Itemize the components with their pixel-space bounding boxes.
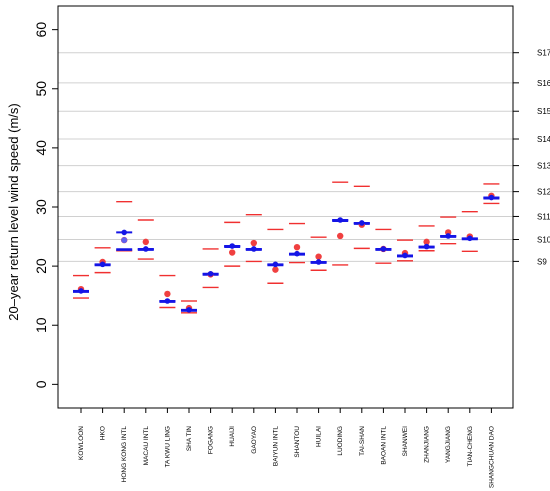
observed-point — [142, 238, 149, 246]
estimate-point — [99, 261, 106, 268]
observed-point — [337, 232, 344, 240]
observed-point — [423, 238, 430, 246]
estimate-point — [78, 288, 84, 294]
x-axis-tick-label: SHANWEI — [402, 426, 409, 457]
estimate-point — [445, 233, 452, 239]
y-axis-tick-label: 20 — [33, 258, 49, 274]
observed-point — [250, 239, 257, 247]
observed-point — [272, 266, 279, 273]
estimate-point — [315, 259, 322, 265]
right-axis-tick-label: S16 — [537, 79, 550, 88]
y-axis-tick-label: 0 — [33, 380, 49, 388]
estimate-point — [143, 246, 149, 252]
observed-point — [164, 290, 171, 298]
right-axis-tick-label: S17 — [537, 49, 550, 58]
marks-layer — [73, 181, 500, 314]
y-axis-tick-label: 10 — [33, 317, 49, 333]
x-axis-tick-label: HUAIJI — [229, 426, 236, 447]
x-axis-tick-label: HUILAI — [316, 426, 323, 447]
x-axis-tick-label: FOGANG — [208, 426, 215, 454]
right-axis-tick-label: S9 — [537, 257, 547, 266]
estimate-point — [164, 298, 171, 304]
estimate-point — [186, 307, 192, 313]
y-axis-tick-label: 60 — [33, 22, 49, 38]
y-axis-tick-label: 40 — [33, 140, 49, 156]
x-axis-tick-label: HKO — [100, 426, 107, 440]
x-axis-tick-label: MACAU INTL — [143, 426, 150, 466]
estimate-point — [251, 246, 257, 252]
x-axis-tick-label: BAOAN INTL — [380, 426, 387, 465]
x-axis-tick-label: TIAN-CHENG — [467, 426, 474, 466]
x-axis-tick-label: HONG KONG INTL — [121, 426, 128, 483]
right-axis-tick-label: S14 — [537, 135, 550, 144]
x-axis-tick-label: SHANGCHUAN DAO — [488, 426, 495, 488]
estimate-point — [488, 194, 495, 201]
right-axis-tick-label: S10 — [537, 236, 550, 245]
observed-point — [293, 244, 301, 251]
plot-frame — [57, 5, 514, 409]
x-axis-tick-label: TA KWU LING — [164, 426, 171, 467]
alt-estimate-point — [121, 237, 128, 244]
x-axis-tick-label: BAIYUN INTL — [272, 426, 279, 466]
estimate-point — [467, 235, 473, 242]
observed-point — [229, 249, 236, 256]
x-axis-tick-label: ZHANJIANG — [424, 426, 431, 463]
x-axis-tick-label: GAOYAO — [251, 426, 258, 454]
y-axis-tick-label: 50 — [33, 81, 49, 97]
estimate-point — [380, 246, 387, 252]
estimate-point — [294, 250, 300, 257]
estimate-point — [207, 271, 214, 277]
right-axis-tick-label: S12 — [537, 188, 550, 197]
estimate-point — [229, 243, 235, 249]
x-axis-tick-label: YANGJIANG — [445, 426, 452, 463]
y-axis-label: 20–year return level wind speed (m/s) — [6, 103, 21, 321]
estimate-point — [423, 243, 430, 250]
y-axis-tick-label: 30 — [33, 199, 49, 215]
estimate-point — [337, 217, 344, 223]
x-axis-tick-label: SHA TIN — [186, 426, 193, 451]
x-axis-tick-label: TAI-SHAN — [359, 426, 366, 456]
estimate-point — [402, 252, 408, 259]
axis-layer: S9 S10 S11 S12 S13 S14 S15 S16 S17 0 10 20 30 40 50 60 K… — [33, 5, 550, 488]
right-axis-tick-label: S11 — [537, 212, 550, 221]
x-axis-tick-label: KOWLOON — [78, 426, 85, 460]
grid-layer — [58, 52, 513, 262]
right-axis-tick-label: S15 — [537, 107, 550, 116]
estimate-point — [272, 261, 279, 268]
right-axis-tick-label: S13 — [537, 162, 550, 171]
estimate-point — [121, 229, 127, 236]
observed-point — [315, 253, 322, 260]
estimate-point — [359, 220, 365, 226]
x-axis-tick-label: SHANTOU — [294, 426, 301, 458]
x-axis-tick-label: LUODING — [337, 426, 344, 456]
